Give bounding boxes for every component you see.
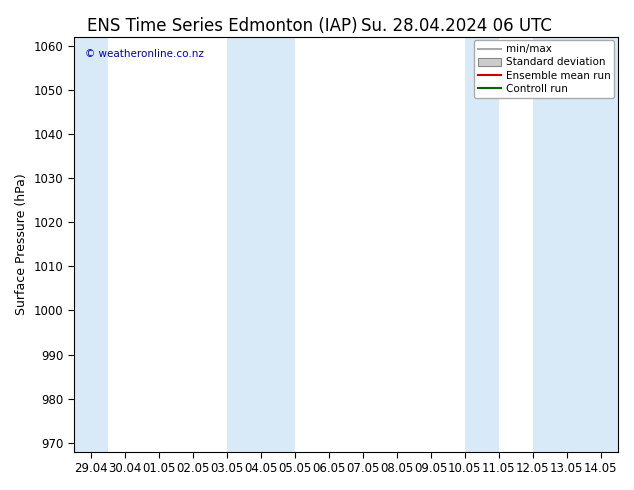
Bar xyxy=(74,37,108,452)
Text: Su. 28.04.2024 06 UTC: Su. 28.04.2024 06 UTC xyxy=(361,17,552,35)
Bar xyxy=(533,37,618,452)
Text: © weatheronline.co.nz: © weatheronline.co.nz xyxy=(84,49,204,59)
Bar xyxy=(227,37,295,452)
Legend: min/max, Standard deviation, Ensemble mean run, Controll run: min/max, Standard deviation, Ensemble me… xyxy=(474,40,614,98)
Y-axis label: Surface Pressure (hPa): Surface Pressure (hPa) xyxy=(15,173,28,315)
Bar xyxy=(465,37,498,452)
Text: ENS Time Series Edmonton (IAP): ENS Time Series Edmonton (IAP) xyxy=(87,17,357,35)
